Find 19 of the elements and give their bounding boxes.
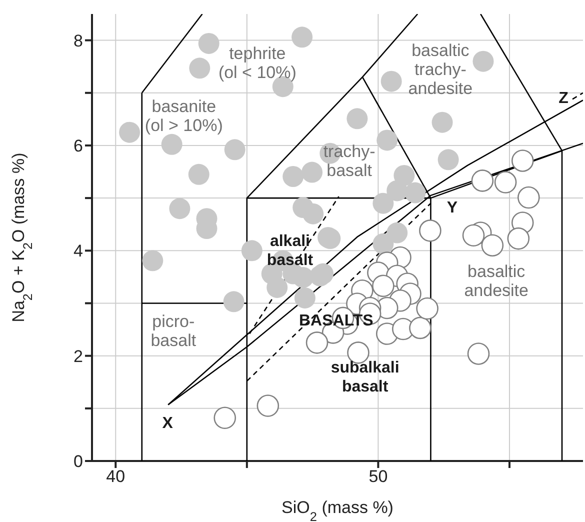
annotation: subalkali basalt bbox=[330, 358, 400, 395]
annotation: basaltic trachy- andesite bbox=[408, 40, 473, 98]
x-axis-title: SiO$_{2}$ (mass %) bbox=[282, 498, 394, 522]
y-tick-label: 8 bbox=[74, 31, 83, 50]
y-tick-label: 0 bbox=[74, 452, 83, 472]
annotation: basaltic andesite bbox=[464, 262, 528, 300]
annotation: alkali basalt bbox=[266, 232, 314, 269]
annotation: picro- basalt bbox=[150, 312, 196, 350]
annotation: trachy- basalt bbox=[323, 142, 376, 180]
y-tick-label: 6 bbox=[74, 136, 83, 156]
annotation: Z bbox=[558, 90, 569, 107]
x-tick-label: 40 bbox=[106, 467, 126, 486]
y-tick-label: 2 bbox=[74, 346, 83, 366]
annotation: basanite (ol > 10%) bbox=[144, 96, 223, 134]
annotation: tephrite (ol < 10%) bbox=[218, 43, 296, 82]
annotation: X bbox=[162, 414, 174, 432]
annotation: Y bbox=[446, 199, 458, 216]
y-tick-label: 4 bbox=[74, 242, 83, 261]
x-tick-label: 50 bbox=[368, 467, 388, 486]
